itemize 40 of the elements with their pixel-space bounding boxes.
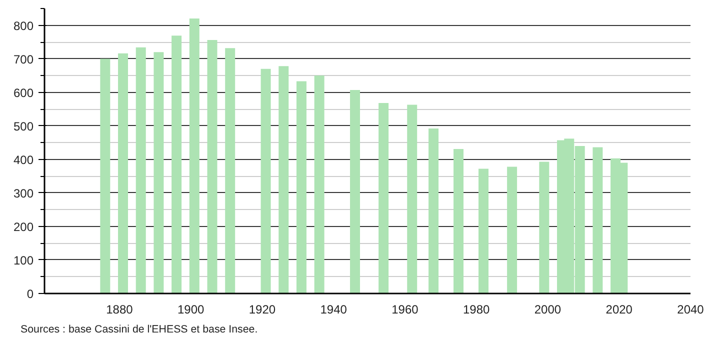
bar [350, 90, 360, 294]
bar [314, 76, 324, 294]
y-tick-label: 300 [13, 186, 34, 200]
bar [454, 148, 464, 294]
x-tick-label: 1980 [463, 302, 490, 316]
x-tick-label: 1940 [320, 302, 348, 316]
y-tick-label: 200 [13, 220, 34, 234]
bar [539, 162, 550, 294]
bar [478, 168, 488, 294]
bar [225, 48, 236, 294]
bar [118, 53, 128, 294]
bar [136, 47, 146, 294]
bar [278, 66, 289, 294]
y-tick-label: 500 [13, 119, 34, 134]
bar [296, 81, 306, 294]
y-tick-label: 700 [13, 52, 34, 66]
bar [172, 36, 182, 294]
y-tick-label: 800 [13, 18, 34, 33]
x-tick-label: 1900 [177, 302, 205, 316]
bar [189, 18, 200, 294]
bar [428, 128, 439, 294]
y-tick-label: 600 [13, 86, 34, 100]
bar [260, 68, 271, 294]
y-tick-label: 100 [13, 253, 34, 268]
bar [592, 147, 603, 294]
x-tick-label: 2020 [606, 302, 633, 316]
bar [100, 58, 110, 294]
x-tick-label: 1920 [248, 302, 276, 316]
x-tick-label: 2040 [677, 302, 704, 316]
y-tick-label: 0 [26, 287, 34, 301]
bar [207, 40, 218, 294]
bar [507, 166, 518, 294]
bar [407, 104, 418, 294]
x-tick-label: 1960 [392, 302, 419, 316]
bar [154, 52, 164, 294]
y-tick-label: 400 [13, 152, 34, 167]
x-tick-label: 2000 [534, 302, 562, 316]
x-tick-label: 1880 [106, 302, 134, 316]
bar [378, 103, 389, 294]
source-note: Sources : base Cassini de l'EHESS et base Insee. [20, 324, 258, 336]
